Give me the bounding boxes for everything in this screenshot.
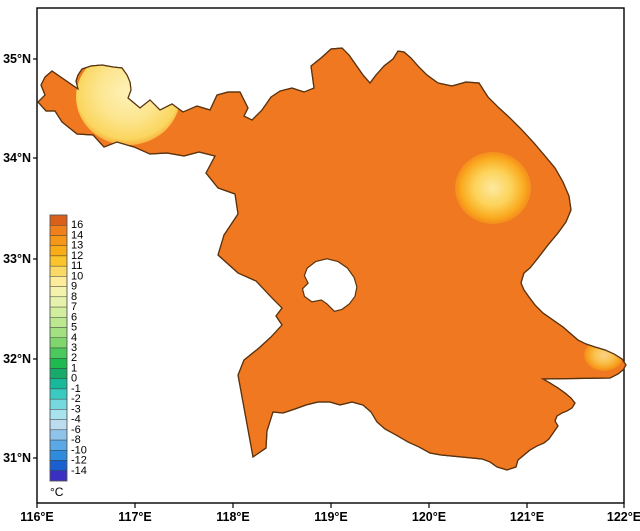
svg-text:118°E: 118°E — [216, 510, 250, 524]
svg-text:32°N: 32°N — [3, 352, 31, 366]
svg-text:121°E: 121°E — [510, 510, 544, 524]
svg-text:120°E: 120°E — [412, 510, 446, 524]
svg-text:122°E: 122°E — [607, 510, 640, 524]
svg-text:-14: -14 — [71, 465, 87, 477]
svg-text:117°E: 117°E — [118, 510, 152, 524]
svg-text:31°N: 31°N — [3, 451, 31, 465]
svg-text:33°N: 33°N — [3, 252, 31, 266]
svg-text:35°N: 35°N — [3, 52, 31, 66]
svg-text:119°E: 119°E — [314, 510, 348, 524]
svg-text:34°N: 34°N — [3, 151, 31, 165]
svg-text:°C: °C — [50, 485, 64, 499]
svg-text:116°E: 116°E — [20, 510, 54, 524]
